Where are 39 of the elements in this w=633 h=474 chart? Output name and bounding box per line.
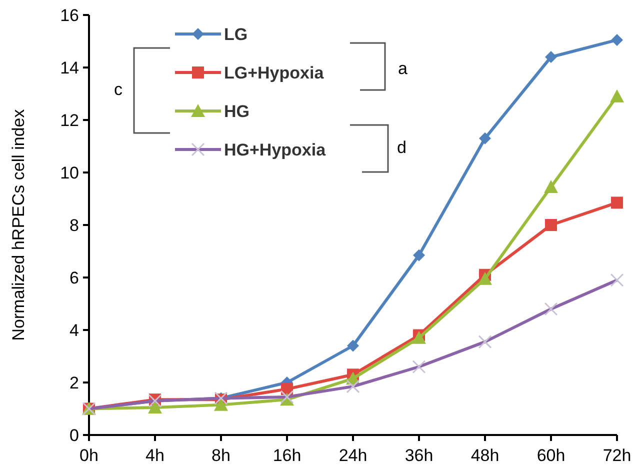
point [413,249,425,262]
x-tick-label: 60h [536,446,566,465]
annotation: c [114,80,123,99]
point [347,340,359,352]
y-tick-label: 6 [70,268,79,288]
point [610,89,624,102]
point [611,196,623,209]
x-tick-label: 0h [80,446,98,465]
x-tick-label: 4h [146,446,164,465]
y-tick-label: 16 [60,6,79,25]
legend-label: HG [224,102,250,121]
point [544,180,558,193]
x-tick-label: 24h [338,446,368,465]
y-axis-title: Normalized hRPECs cell index [9,108,28,341]
annotation: d [397,138,406,157]
point [148,400,162,414]
point [412,330,426,344]
point [545,219,557,231]
y-tick-label: 4 [70,320,79,340]
y-tick-label: 0 [70,426,79,445]
x-tick-label: 36h [404,446,434,465]
x-tick-label: 8h [212,446,230,465]
point [479,132,491,144]
point [545,51,557,63]
y-tick-label: 2 [70,373,79,392]
legend-label: HG+Hypoxia [224,140,326,160]
point [478,272,492,285]
y-tick-label: 14 [60,58,79,78]
y-tick-label: 12 [60,110,79,130]
annotation: a [398,59,408,78]
point [611,34,623,46]
y-tick-label: 8 [70,216,79,235]
legend-label: LG [224,24,248,44]
y-tick-label: 10 [60,163,79,182]
point [214,398,228,411]
x-tick-label: 72h [602,446,632,465]
x-tick-label: 48h [470,446,500,465]
legend-label: LG+Hypoxia [224,63,324,82]
x-tick-label: 16h [272,446,302,465]
